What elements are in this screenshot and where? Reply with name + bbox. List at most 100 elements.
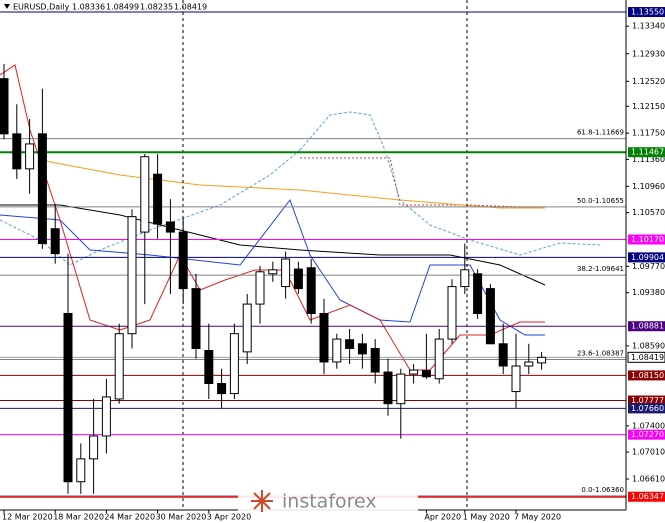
candle-body xyxy=(268,269,278,275)
level-label-bg xyxy=(628,234,665,245)
candle-body xyxy=(485,288,495,345)
y-tick-label: 1.10570 xyxy=(632,208,665,217)
header-low: 1.08235 xyxy=(140,3,173,12)
candle-body xyxy=(153,173,163,225)
level-label-bg xyxy=(628,7,665,18)
candle-body xyxy=(434,338,444,380)
level-label: 1.07777 xyxy=(631,396,664,405)
x-tick-label: 1 May 2020 xyxy=(463,513,510,522)
candle-body xyxy=(101,396,111,437)
y-tick-label: 1.07010 xyxy=(632,448,665,457)
candle-body xyxy=(204,350,214,384)
candle-body xyxy=(460,269,470,288)
candle-body xyxy=(447,286,457,340)
level-label: 1.13550 xyxy=(631,8,664,17)
candle-body xyxy=(421,370,431,378)
y-tick-label: 1.08590 xyxy=(632,341,665,350)
x-tick-label: 30 Mar 2020 xyxy=(156,513,207,522)
header-close: 1.08419 xyxy=(174,3,207,12)
candle-body xyxy=(114,333,124,400)
watermark: instaforex xyxy=(238,480,418,523)
x-tick-label: Apr 2020 xyxy=(424,513,461,522)
candle-body xyxy=(229,333,239,395)
candle-body xyxy=(345,339,355,350)
level-label: 1.08881 xyxy=(631,322,664,331)
level-label: 1.11467 xyxy=(631,148,664,157)
level-label-bg xyxy=(628,491,665,502)
level-label: 1.07270 xyxy=(631,430,664,439)
y-tick-label: 1.09770 xyxy=(632,262,665,271)
candle-body xyxy=(537,356,547,364)
fib-label: 23.6-1.08387 xyxy=(577,349,624,357)
level-label: 1.06347 xyxy=(631,492,664,501)
x-tick-label: 12 Mar 2020 xyxy=(2,513,53,522)
candle-body xyxy=(306,267,316,315)
level-label: 1.07660 xyxy=(631,404,664,413)
fib-label: 0.0-1.06360 xyxy=(581,486,624,494)
level-label-bg xyxy=(628,252,665,263)
level-label: 1.08150 xyxy=(631,371,664,380)
candle-body xyxy=(293,268,303,290)
y-tick-label: 1.12150 xyxy=(632,102,665,111)
ma-orange xyxy=(39,159,545,209)
level-label-bg xyxy=(628,395,665,406)
y-tick-label: 1.12520 xyxy=(632,77,665,86)
y-tick-label: 1.10960 xyxy=(632,182,665,191)
fib-label: 50.0-1.10655 xyxy=(577,197,624,205)
candle-body xyxy=(191,288,201,350)
candle-body xyxy=(12,133,22,170)
candle-body xyxy=(76,458,86,483)
candle-body xyxy=(511,365,521,393)
candle-body xyxy=(396,373,406,405)
plot xyxy=(0,11,626,498)
y-tick-label: 1.06610 xyxy=(632,475,665,484)
x-tick-label: 24 Mar 2020 xyxy=(104,513,155,522)
fib-label: 38.2-1.09641 xyxy=(577,265,624,273)
level-label-bg xyxy=(628,429,665,440)
candle-body xyxy=(140,156,150,233)
candle-body xyxy=(498,343,508,367)
candle-body xyxy=(409,369,419,375)
candle-body xyxy=(50,228,60,255)
level-label-bg xyxy=(628,370,665,381)
candle-body xyxy=(217,382,227,395)
chart-title: EURUSD,Daily xyxy=(13,3,70,12)
x-tick-label: 7 May 2020 xyxy=(514,513,561,522)
tenkan xyxy=(0,64,545,371)
header-high: 1.08499 xyxy=(106,3,139,12)
candle-body xyxy=(255,271,265,305)
cloud-span-b xyxy=(0,149,301,266)
candle-body xyxy=(37,133,47,245)
y-tick-label: 1.09380 xyxy=(632,288,665,297)
ma-black xyxy=(0,204,546,286)
candle-body xyxy=(89,435,99,460)
x-tick-label: 3 Apr 2020 xyxy=(207,513,251,522)
current-price-bg xyxy=(627,351,665,363)
y-tick-label: 1.13340 xyxy=(632,22,665,31)
level-label: 1.10170 xyxy=(631,235,664,244)
candle-body xyxy=(383,371,393,405)
candle-body xyxy=(319,313,329,363)
candle-body xyxy=(281,258,291,288)
candle-body xyxy=(165,221,175,233)
candle-body xyxy=(127,216,137,335)
cloud-edge xyxy=(300,157,546,209)
x-tick-label: 18 Mar 2020 xyxy=(53,513,104,522)
y-tick-label: 1.07400 xyxy=(632,421,665,430)
candle-body xyxy=(0,78,9,135)
candle-body xyxy=(332,338,342,363)
watermark-logo xyxy=(251,490,273,512)
menu-arrow xyxy=(4,4,10,9)
candle-body xyxy=(242,303,252,353)
candle-body xyxy=(178,231,188,290)
header-open: 1.08336 xyxy=(72,3,105,12)
fib-label: 61.8-1.11669 xyxy=(577,129,624,137)
current-price-label: 1.08419 xyxy=(631,353,664,362)
y-tick-label: 1.11750 xyxy=(632,129,665,138)
watermark-text: instaforex xyxy=(282,491,377,513)
level-label: 1.09904 xyxy=(631,253,664,262)
candle-body xyxy=(370,348,380,373)
candle-body xyxy=(357,343,367,355)
